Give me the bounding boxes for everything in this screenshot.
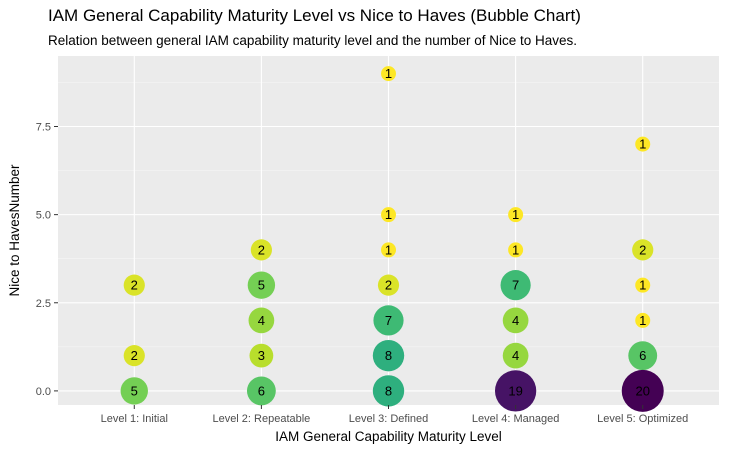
bubble — [250, 239, 272, 261]
bubble — [494, 370, 537, 412]
bubble-label: 6 — [639, 348, 646, 363]
bubble — [635, 136, 651, 152]
bubble — [248, 307, 275, 334]
y-tick-label: 7.5 — [36, 122, 51, 134]
bubble — [372, 375, 405, 407]
bubble-label: 8 — [385, 383, 392, 398]
x-tick-label: Level 5: Optimized — [597, 413, 688, 425]
bubble — [123, 274, 145, 296]
bubble-label: 19 — [508, 383, 522, 398]
x-tick-label: Level 2: Repeatable — [212, 413, 310, 425]
bubble — [123, 345, 145, 367]
bubble-label: 1 — [512, 207, 519, 222]
y-axis-title: Nice to HavesNumber — [7, 164, 22, 297]
bubble — [381, 66, 396, 82]
chart-subtitle: Relation between general IAM capability … — [48, 33, 578, 48]
bubble — [120, 377, 148, 405]
bubble — [373, 305, 404, 336]
bubble-label: 8 — [385, 348, 392, 363]
bubble-label: 1 — [639, 313, 646, 328]
bubble — [500, 270, 531, 301]
bubble-label: 7 — [512, 278, 519, 293]
bubble — [621, 369, 664, 412]
bubble-label: 2 — [258, 242, 265, 257]
bubble-label: 2 — [131, 348, 138, 363]
bubble — [249, 343, 274, 368]
bubble-label: 1 — [385, 66, 392, 81]
bubble-label: 6 — [258, 383, 265, 398]
bubble — [502, 307, 529, 334]
bubble-label: 20 — [635, 383, 649, 398]
bubble — [628, 341, 658, 371]
chart-title: IAM General Capability Maturity Level vs… — [48, 6, 581, 25]
bubble — [508, 242, 524, 258]
bubble-label: 2 — [385, 278, 392, 293]
x-tick-label: Level 3: Defined — [349, 413, 429, 425]
bubble — [372, 339, 405, 372]
bubble-label: 4 — [258, 313, 265, 328]
bubble — [381, 207, 396, 223]
bubble-label: 7 — [385, 313, 392, 328]
bubble-label: 1 — [385, 207, 392, 222]
x-axis-title: IAM General Capability Maturity Level — [275, 429, 502, 444]
bubble — [508, 207, 524, 223]
bubble-label: 1 — [385, 242, 392, 257]
bubble-label: 2 — [131, 278, 138, 293]
y-tick-label: 5.0 — [36, 210, 51, 222]
bubble — [635, 312, 651, 328]
bubble-label: 4 — [512, 348, 519, 363]
x-tick-label: Level 4: Managed — [472, 413, 559, 425]
bubble-label: 5 — [131, 383, 138, 398]
bubble-label: 5 — [258, 278, 265, 293]
bubble-label: 1 — [639, 278, 646, 293]
bubble-label: 3 — [258, 348, 265, 363]
bubble-label: 1 — [639, 137, 646, 152]
bubble-label: 4 — [512, 313, 519, 328]
bubble — [247, 271, 276, 299]
bubble — [381, 242, 396, 258]
bubble — [632, 239, 654, 261]
bubble — [246, 376, 276, 406]
y-tick-label: 2.5 — [36, 298, 51, 310]
y-tick-label: 0.0 — [36, 386, 51, 398]
bubble — [635, 277, 651, 293]
axis-ticks: 0.0 2.5 5.0 7.5 Level 1: Initial Level 2: Rep… — [36, 122, 689, 425]
bubble — [377, 274, 400, 296]
bubble-label: 2 — [639, 242, 646, 257]
bubble-label: 1 — [512, 242, 519, 257]
bubbles: 1 1 1 1 1 1 1 1 2 2 2 2 2 3 4 4 4 5 5 6 6 7 7 8 8 19 20 — [120, 66, 664, 412]
x-tick-label: Level 1: Initial — [101, 413, 168, 425]
bubble — [502, 342, 529, 369]
